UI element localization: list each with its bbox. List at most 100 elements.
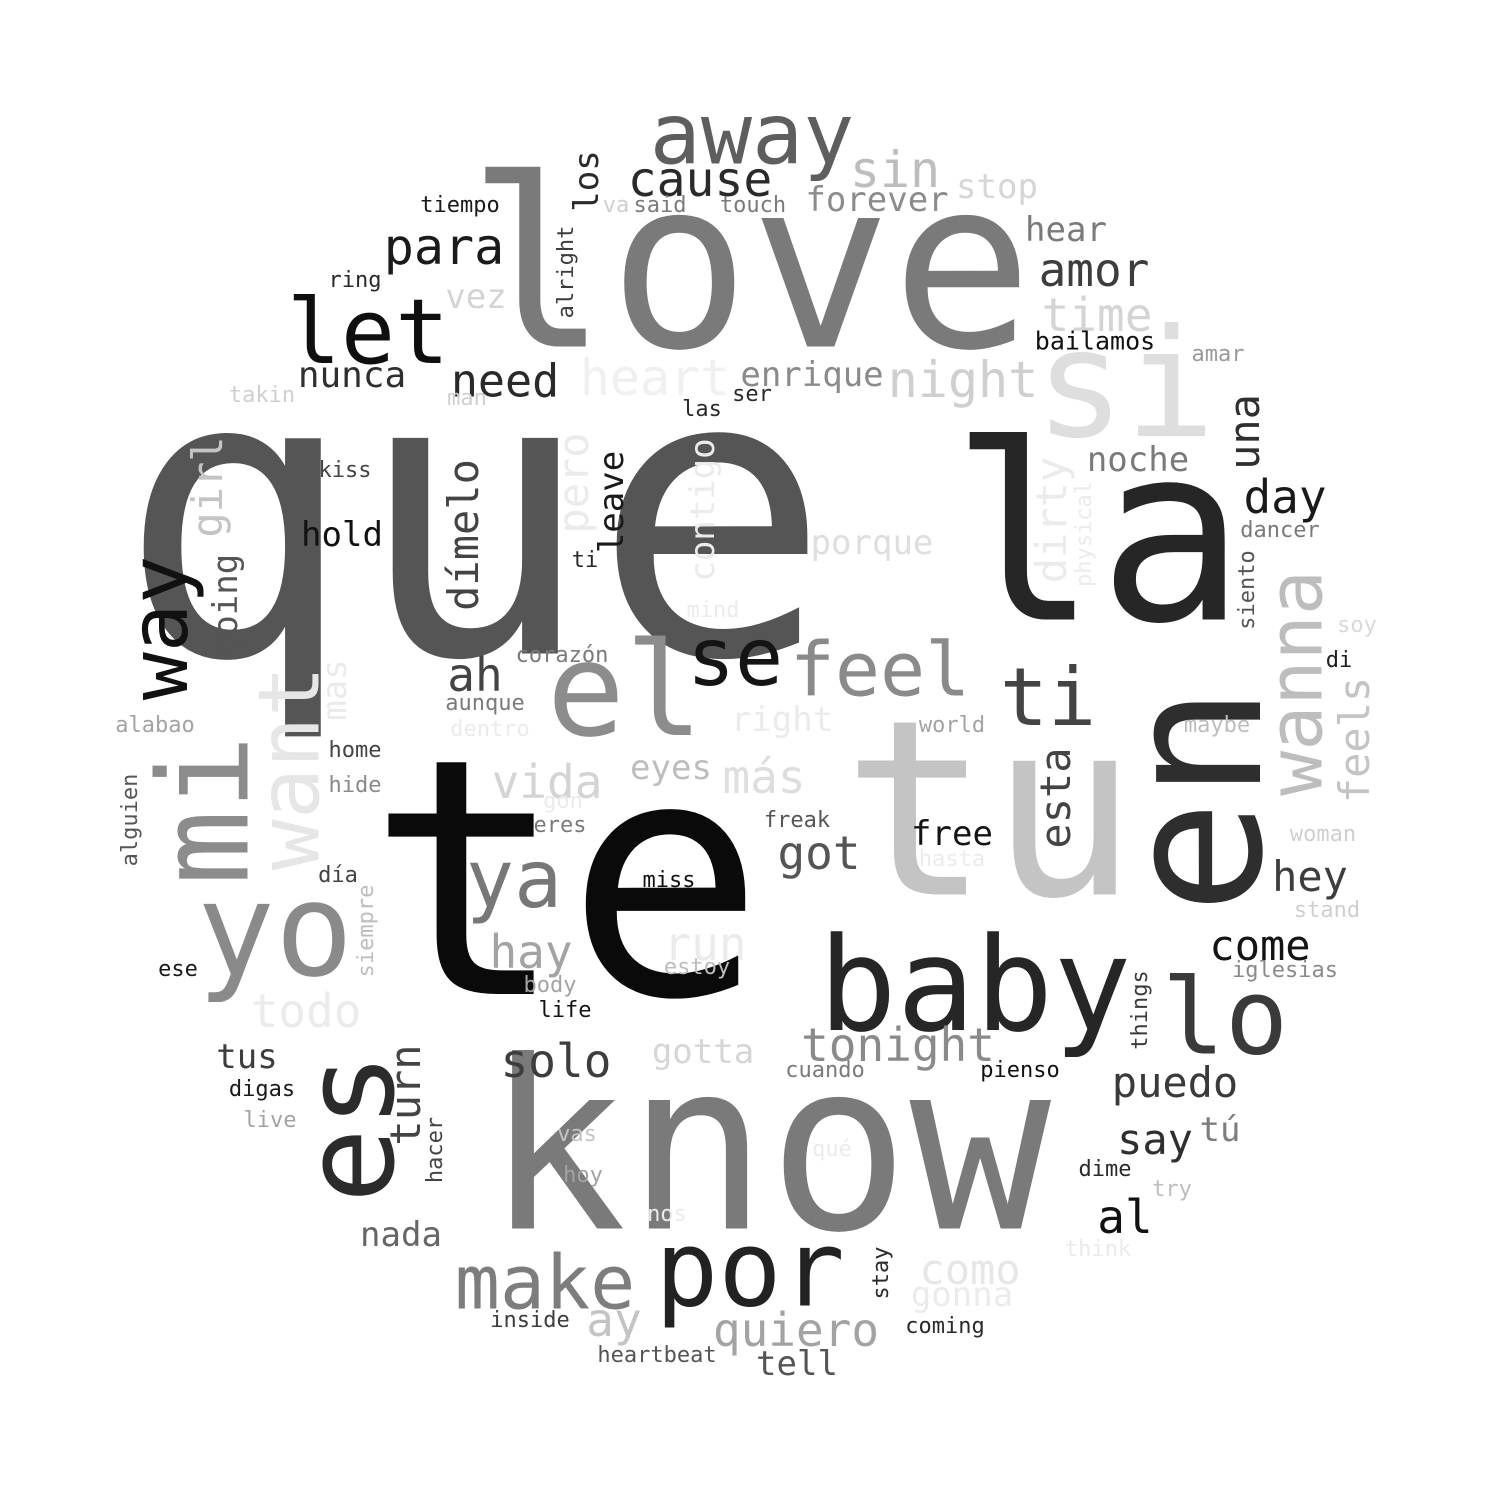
word-que: que: [117, 287, 831, 748]
word-away: away: [649, 85, 855, 185]
word-siempre: siempre: [354, 884, 379, 978]
word-la: la: [950, 392, 1246, 678]
word-baby: baby: [818, 909, 1132, 1061]
word-need: need: [450, 354, 560, 408]
word-said: said: [633, 193, 687, 218]
word-feel: feel: [789, 625, 971, 714]
word-ti-small: ti: [571, 548, 599, 573]
word-di: di: [1325, 648, 1353, 673]
word-ah: ah: [447, 648, 503, 702]
word-si: si: [1034, 298, 1216, 472]
word-vida: vida: [491, 755, 603, 809]
word-heartbeat: heartbeat: [597, 1343, 717, 1368]
word-ese: ese: [158, 957, 198, 982]
word-yo: yo: [196, 854, 354, 1006]
word-porque: porque: [810, 523, 934, 563]
word-think: think: [1064, 1237, 1132, 1262]
word-heart: heart: [579, 349, 731, 407]
word-nunca: nunca: [297, 355, 407, 396]
word-eres: eres: [533, 813, 587, 838]
word-stand: stand: [1293, 898, 1361, 923]
word-gon: gon: [543, 789, 583, 814]
word-going: going: [206, 553, 246, 657]
word-time: time: [1041, 288, 1153, 342]
word-más: más: [722, 750, 806, 804]
word-al: al: [1097, 1190, 1153, 1244]
word-nos: nos: [647, 1202, 687, 1227]
word-coming: coming: [905, 1314, 985, 1339]
word-kiss: kiss: [318, 458, 372, 483]
word-forever: forever: [805, 180, 949, 220]
word-girl: girl: [183, 436, 232, 538]
word-hasta: hasta: [918, 847, 986, 872]
word-tú: tú: [1199, 1110, 1241, 1150]
word-touch: touch: [719, 193, 787, 218]
word-mind: mind: [686, 598, 740, 623]
word-tell: tell: [756, 1344, 838, 1384]
word-dirty: dirty: [1027, 456, 1076, 584]
word-hay: hay: [489, 925, 573, 979]
word-nada: nada: [360, 1215, 442, 1255]
word-lo: lo: [1161, 956, 1289, 1079]
word-takin: takin: [228, 383, 296, 408]
word-dancer: dancer: [1240, 518, 1320, 543]
word-life: life: [538, 998, 592, 1023]
word-freak: freak: [763, 808, 831, 833]
word-alabao: alabao: [115, 713, 195, 738]
word-ya: ya: [465, 833, 563, 926]
word-por: por: [655, 1208, 845, 1331]
word-maybe: maybe: [1183, 713, 1251, 738]
word-hold: hold: [301, 515, 383, 555]
word-eyes: eyes: [630, 748, 712, 788]
word-quiero: quiero: [712, 1303, 880, 1357]
word-come: come: [1209, 921, 1311, 970]
word-puedo: puedo: [1111, 1058, 1239, 1107]
word-love: love: [467, 129, 1033, 403]
word-dímelo: dímelo: [439, 459, 488, 611]
word-hide: hide: [328, 773, 382, 798]
word-gotta: gotta: [651, 1032, 755, 1072]
word-make: make: [454, 1238, 636, 1327]
word-world: world: [918, 713, 986, 738]
word-cause: cause: [627, 152, 773, 208]
word-ring: ring: [328, 268, 382, 293]
word-man: man: [447, 386, 487, 411]
word-los: los: [567, 150, 607, 212]
word-las: las: [682, 397, 722, 422]
word-todo: todo: [250, 984, 362, 1038]
word-como: como: [919, 1245, 1021, 1294]
word-day: day: [1243, 470, 1327, 524]
word-soy: soy: [1337, 613, 1377, 638]
word-night: night: [887, 351, 1039, 409]
word-inside: inside: [490, 1308, 570, 1333]
word-alguien: alguien: [118, 773, 143, 867]
word-qué: qué: [812, 1137, 852, 1162]
word-alright: alright: [554, 225, 579, 319]
word-stop: stop: [956, 167, 1038, 207]
word-amor: amor: [1038, 243, 1150, 297]
word-corazón: corazón: [515, 643, 609, 668]
word-vas: vas: [557, 1122, 597, 1147]
word-se: se: [686, 611, 784, 704]
word-noche: noche: [1086, 440, 1190, 480]
word-physical: physical: [1072, 481, 1097, 587]
word-try: try: [1152, 1177, 1192, 1202]
word-gonna: gonna: [910, 1275, 1014, 1315]
word-aunque: aunque: [445, 691, 525, 716]
word-te: te: [367, 688, 765, 1072]
word-esta: esta: [1031, 747, 1080, 849]
word-miss: miss: [642, 868, 696, 893]
word-siento: siento: [1235, 550, 1260, 630]
word-way: way: [113, 555, 206, 701]
word-feels: feels: [1330, 676, 1379, 804]
word-right: right: [730, 700, 834, 740]
word-body: body: [523, 973, 577, 998]
word-stay: stay: [869, 1246, 894, 1300]
word-bailamos: bailamos: [1034, 326, 1156, 356]
word-dime: dime: [1078, 1157, 1132, 1182]
word-hear: hear: [1025, 210, 1107, 250]
word-leave: leave: [592, 450, 632, 554]
word-digas: digas: [228, 1077, 296, 1102]
word-hoy: hoy: [563, 1163, 603, 1188]
